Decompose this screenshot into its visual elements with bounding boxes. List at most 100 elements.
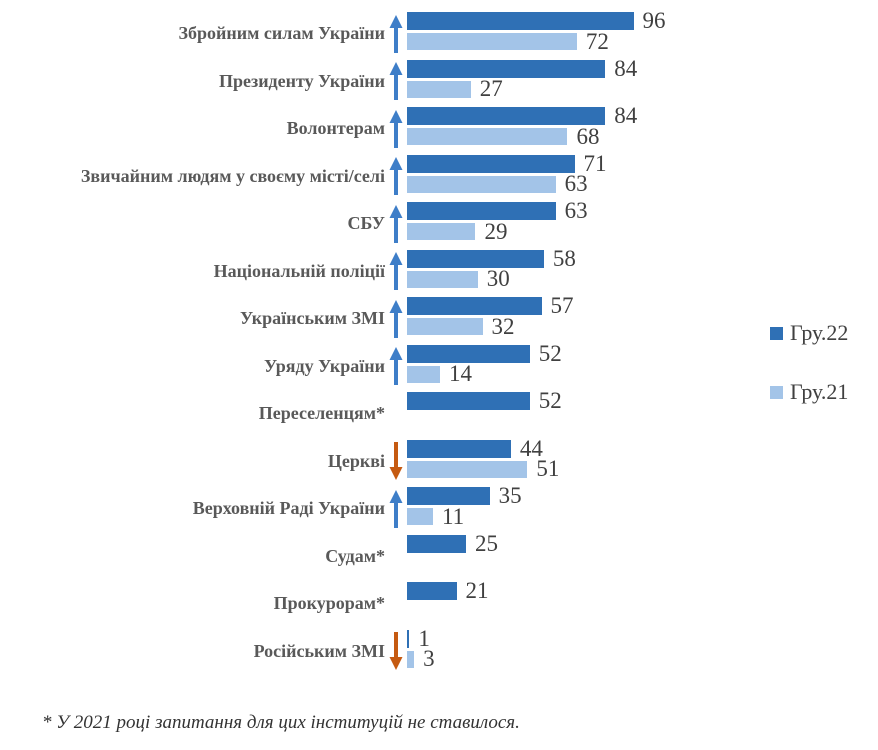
footnote: * У 2021 році запитання для цих інституц…	[42, 712, 520, 733]
trend-arrow-cell	[385, 580, 407, 628]
category-label: Українським ЗМІ	[240, 308, 385, 329]
bar-line-gru21: 63	[407, 171, 878, 196]
bar-gru22	[407, 534, 466, 553]
bar-line-gru21: 68	[407, 124, 878, 149]
bars-cell: 58 30	[407, 246, 878, 296]
bar-line-gru22: 25	[407, 531, 878, 556]
bar-gru22	[407, 297, 542, 315]
category-label: Верховній Раді України	[192, 498, 385, 519]
bar-gru21	[407, 650, 415, 668]
value-label-gru22: 25	[475, 530, 498, 556]
value-label-gru22: 35	[498, 483, 522, 508]
bar-line-gru22: 71	[407, 151, 878, 176]
category-label: Звичайним людям у своєму місті/селі	[80, 165, 385, 186]
value-label-gru22: 96	[642, 8, 666, 33]
chart-rows: Збройним силам України 96 72 Президенту …	[0, 8, 878, 675]
category-label: Російським ЗМІ	[253, 640, 385, 661]
bar-line-gru22: 63	[407, 198, 878, 223]
bar-line-gru22: 1	[407, 626, 878, 651]
bar-line-gru22: 21	[407, 578, 878, 603]
value-label-gru21: 3	[423, 646, 435, 671]
category-label: Переселенцям*	[258, 403, 385, 424]
trend-arrow-cell	[385, 58, 407, 106]
value-label-gru22: 52	[538, 388, 562, 413]
chart-row: СБУ 63 29	[0, 198, 878, 248]
value-label-gru22: 63	[564, 198, 588, 223]
value-label-gru22: 71	[583, 150, 607, 176]
bar-gru21	[407, 318, 483, 335]
category-label: Волонтерам	[286, 118, 385, 139]
category-label: Президенту України	[218, 70, 385, 91]
bar-gru21	[407, 128, 568, 145]
bar-gru21	[407, 223, 476, 240]
bar-gru22	[407, 12, 634, 30]
bar-line-gru22: 84	[407, 56, 878, 81]
value-label-gru21: 29	[484, 218, 508, 244]
trend-arrow-cell	[385, 343, 407, 391]
value-label-gru21: 63	[564, 171, 588, 196]
trend-arrow-cell	[385, 438, 407, 486]
bar-gru22	[407, 59, 606, 78]
chart-row: Прокурорам* 21	[0, 578, 878, 628]
bar-gru21	[407, 175, 556, 193]
bar-line-gru21: 30	[407, 266, 878, 291]
category-label: Церкві	[327, 450, 385, 471]
value-label-gru22: 52	[538, 340, 562, 366]
trend-up-icon	[389, 157, 403, 196]
legend-item: Гру.22	[770, 320, 848, 346]
category-label: Прокурорам*	[273, 593, 385, 614]
bars-cell: 84 68	[407, 103, 878, 153]
bar-line-gru22: 96	[407, 8, 878, 33]
chart-row: Збройним силам України 96 72	[0, 8, 878, 58]
bar-gru22	[407, 107, 606, 125]
trend-arrow-cell	[385, 295, 407, 343]
bar-line-gru22: 58	[407, 246, 878, 271]
trend-up-icon	[389, 204, 403, 243]
trend-up-icon	[389, 347, 403, 386]
bar-gru22	[407, 249, 544, 268]
trend-up-icon	[389, 299, 403, 338]
chart-row: Волонтерам 84 68	[0, 103, 878, 153]
bars-cell: 35 11	[407, 483, 878, 533]
bar-gru22	[407, 154, 575, 173]
bar-line-gru22: 57	[407, 293, 878, 318]
chart-row: Верховній Раді України 35 11	[0, 483, 878, 533]
chart-row: Уряду України 52 14	[0, 340, 878, 391]
value-label-gru22: 84	[614, 103, 638, 128]
legend-swatch-gru21	[770, 385, 783, 399]
bar-gru21	[407, 80, 471, 98]
bars-cell: 57 32	[407, 293, 878, 343]
trend-arrow-cell	[385, 10, 407, 58]
bar-line-gru22: 35	[407, 483, 878, 508]
chart-row: Судам* 25	[0, 531, 878, 581]
bar-line-gru21: 14	[407, 361, 878, 386]
trend-up-icon	[389, 14, 403, 53]
legend: Гру.22 Гру.21	[770, 320, 848, 405]
bars-cell: 21	[407, 578, 878, 628]
bar-line-gru21: 32	[407, 314, 878, 339]
chart-row: Національній поліції 58 30	[0, 246, 878, 296]
bar-gru22	[407, 439, 511, 458]
bars-cell: 84 27	[407, 56, 878, 106]
trend-arrow-cell	[385, 533, 407, 581]
bar-gru21	[407, 33, 577, 50]
bar-line-gru21: 51	[407, 456, 878, 481]
bars-cell: 96 72	[407, 8, 878, 58]
value-label-gru21: 72	[585, 28, 609, 54]
bar-line-gru22: 44	[407, 436, 878, 461]
bars-cell: 25	[407, 531, 878, 581]
trend-down-icon	[389, 442, 403, 481]
chart-row: Українським ЗМІ 57 32	[0, 293, 878, 343]
bar-gru22	[407, 392, 530, 410]
bar-gru22	[407, 202, 556, 220]
value-label-gru22: 44	[519, 435, 543, 461]
bars-cell: 44 51	[407, 436, 878, 486]
chart-row: Церкві 44 51	[0, 436, 878, 486]
trend-arrow-cell	[385, 485, 407, 533]
bar-line-gru22: 84	[407, 103, 878, 128]
legend-label-gru22: Гру.22	[790, 320, 849, 345]
value-label-gru21: 27	[479, 76, 503, 101]
category-label: Національній поліції	[213, 260, 385, 281]
chart-row: Президенту України 84 27	[0, 56, 878, 106]
bar-gru21	[407, 270, 478, 288]
